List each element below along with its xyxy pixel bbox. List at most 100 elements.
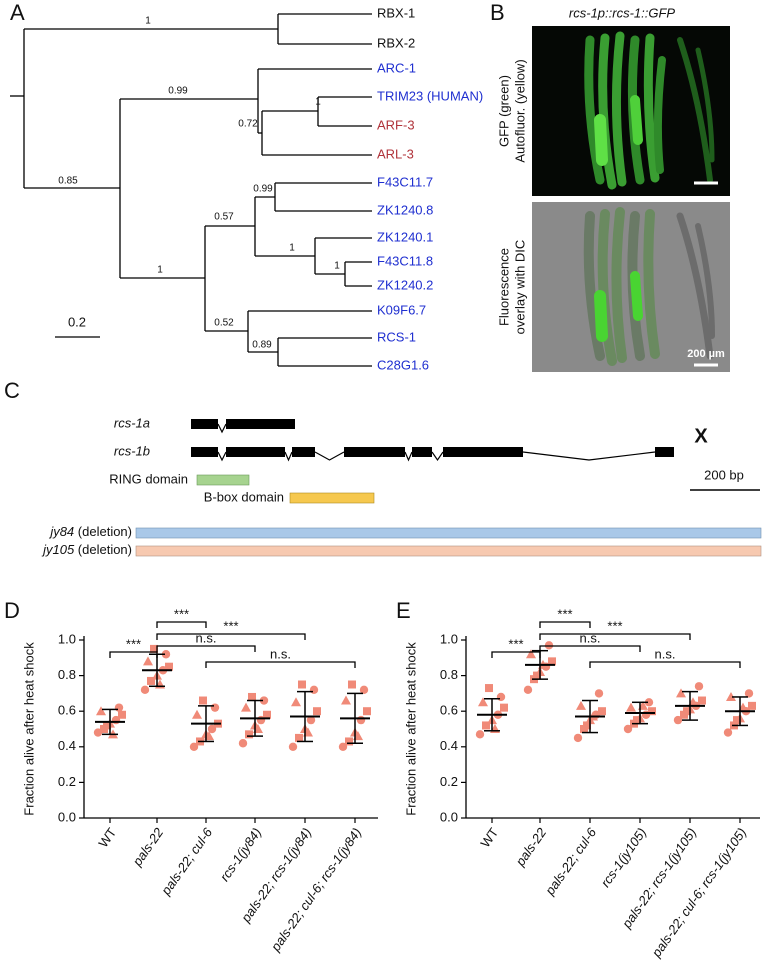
deletion-bar — [135, 545, 762, 557]
intron — [522, 451, 656, 461]
point — [526, 649, 536, 659]
exon — [191, 447, 218, 457]
intron — [217, 451, 227, 462]
y-tick-label: 1.0 — [440, 631, 458, 646]
image-title: rcs-1p::rcs-1::GFP — [569, 5, 676, 20]
significance-bracket — [156, 645, 256, 652]
point — [544, 641, 554, 650]
significance-label: n.s. — [270, 646, 291, 661]
significance-label: *** — [174, 606, 189, 621]
chromosome: X — [694, 425, 708, 447]
point — [341, 695, 351, 705]
y-tick-label: 0.2 — [440, 774, 458, 789]
point — [348, 680, 356, 689]
point — [676, 688, 686, 698]
significance-bracket — [156, 633, 306, 640]
point — [356, 715, 366, 725]
exon — [292, 447, 315, 457]
y-axis-label: Fraction alive after heat shock — [403, 642, 418, 816]
point — [594, 689, 604, 698]
point — [295, 733, 303, 742]
leaf-label: ARF-3 — [377, 117, 415, 132]
support-value: 0.52 — [214, 318, 234, 329]
point — [161, 650, 171, 659]
panel-label: B — [490, 0, 505, 25]
point — [633, 716, 641, 725]
y-tick-label: 0.8 — [58, 667, 76, 682]
point — [359, 685, 369, 695]
domain-label: B-box domain — [204, 489, 284, 504]
leaf-label: C28G1.6 — [377, 357, 429, 372]
significance-bracket — [205, 661, 356, 668]
deletion-bar — [135, 527, 762, 539]
point — [475, 730, 485, 739]
intron — [217, 423, 227, 434]
panel-label: A — [10, 0, 25, 25]
y-tick-label: 0.4 — [58, 738, 76, 753]
point — [309, 685, 319, 695]
significance-bracket — [491, 651, 541, 658]
support-value: 0.99 — [168, 86, 188, 97]
exon — [655, 447, 674, 457]
x-tick-label: WT — [477, 825, 501, 850]
panel-label: D — [4, 598, 20, 623]
significance-bracket — [109, 651, 158, 658]
image-label: overlay with DIC — [512, 240, 527, 335]
significance-bracket — [539, 645, 641, 652]
significance-bracket — [156, 621, 207, 628]
image-label: Autofluor. (yellow) — [512, 59, 527, 162]
worms-dic — [583, 207, 715, 366]
exon — [443, 447, 523, 457]
leaf-label: ARC-1 — [377, 60, 416, 75]
significance-label: *** — [557, 606, 572, 621]
point — [143, 656, 153, 666]
support-value: 0.72 — [238, 119, 258, 130]
point — [248, 692, 256, 701]
leaf-label: RCS-1 — [377, 329, 416, 344]
point — [598, 707, 606, 716]
significance-bracket — [539, 633, 691, 640]
leaf-label: RBX-2 — [377, 35, 415, 50]
support-value: 0.99 — [253, 184, 273, 195]
panel-label: C — [4, 378, 20, 403]
point — [500, 703, 508, 712]
x-tick-label: pals-22; cul-6; rcs-1(jy84) — [267, 825, 364, 955]
point — [147, 676, 155, 685]
support-value: 0.57 — [214, 212, 234, 223]
point — [150, 644, 158, 653]
significance-label: *** — [223, 618, 238, 633]
scale-label: 200 µm — [687, 348, 725, 360]
support-value: 1 — [145, 16, 151, 27]
point — [345, 737, 353, 746]
isoform-label: rcs-1a — [114, 415, 150, 430]
y-tick-label: 0.6 — [440, 703, 458, 718]
point — [548, 657, 556, 666]
x-tick-label: rcs-1(jy105) — [598, 825, 650, 890]
point — [496, 692, 506, 702]
point — [298, 680, 306, 689]
point — [626, 702, 636, 712]
point — [485, 684, 493, 693]
leaf-label: TRIM23 (HUMAN) — [377, 88, 483, 103]
x-tick-label: pals-22; cul-6; rcs-1(jy105) — [648, 825, 749, 960]
image-label: GFP (green) — [496, 75, 511, 147]
point — [694, 682, 704, 691]
point — [482, 721, 490, 730]
support-value: 1 — [289, 243, 295, 254]
domain-label: RING domain — [109, 471, 188, 486]
x-tick-label: pals-22 — [512, 824, 550, 869]
point — [118, 710, 126, 719]
point — [726, 691, 736, 701]
x-tick-label: pals-22; cul-6 — [158, 824, 216, 898]
point — [648, 707, 656, 716]
exon — [412, 447, 432, 457]
support-value: 0.85 — [58, 176, 78, 187]
support-value: 1 — [157, 265, 163, 276]
point — [199, 696, 207, 705]
significance-label: n.s. — [655, 646, 676, 661]
point — [573, 733, 583, 743]
point — [114, 703, 124, 712]
point — [291, 697, 301, 707]
point — [259, 696, 269, 705]
